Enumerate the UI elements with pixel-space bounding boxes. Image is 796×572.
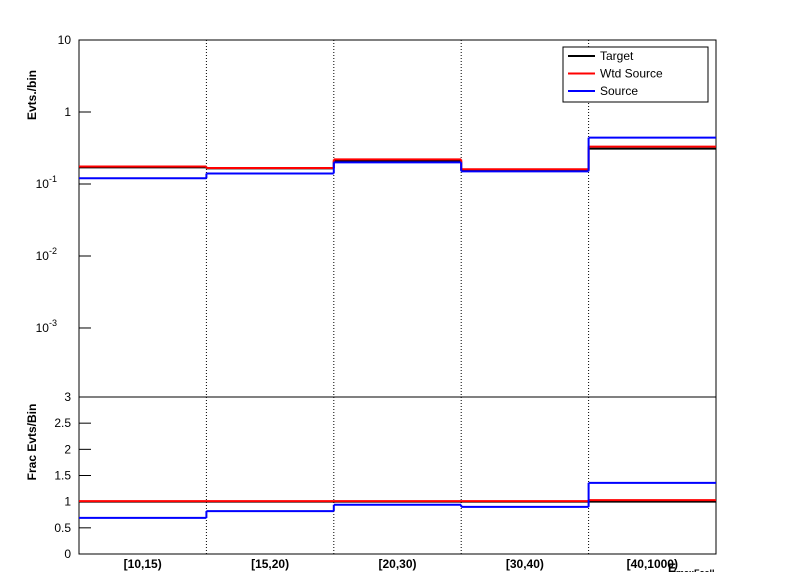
y-tick-label: 3 [64,390,71,404]
y-tick-label: 1 [64,105,71,119]
y-tick-label: 10 [58,33,72,47]
y-tick-label: 2 [64,442,71,456]
y-tick-text: 10 [36,177,50,191]
legend-label: Wtd Source [600,67,663,81]
y-tick-text: 1 [64,105,71,119]
y-tick-label: 10-3 [36,318,57,335]
y-tick-text: 10 [36,321,50,335]
y-tick-text: 3 [64,390,71,404]
y-tick-text: 2.5 [54,416,71,430]
x-tick-label: [40,1000) [627,557,678,571]
y-tick-text: 1 [64,495,71,509]
y-tick-label: 0 [64,547,71,561]
y-tick-text: 1.5 [54,469,71,483]
x-axis-title: EmaxFcell [668,561,715,572]
y-tick-label: 2.5 [54,416,71,430]
y-tick-label: 10-2 [36,246,57,263]
x-tick-label: [30,40) [506,557,544,571]
x-tick-label: [10,15) [124,557,162,571]
x-axis-title-main: E [668,561,676,572]
y-tick-exponent: -3 [49,318,57,328]
legend-label: Source [600,84,638,98]
y-tick-label: 10-1 [36,174,57,191]
y-axis-title: Evts./bin [25,70,39,120]
y-tick-text: 10 [58,33,72,47]
y-axis-title: Frac Evts/Bin [25,404,39,481]
y-tick-text: 0 [64,547,71,561]
x-tick-label: [20,30) [378,557,416,571]
plot-frame [78,396,717,555]
legend-label: Target [600,49,634,63]
y-tick-text: 10 [36,249,50,263]
y-tick-text: 0.5 [54,521,71,535]
y-tick-text: 2 [64,442,71,456]
y-tick-exponent: -1 [49,174,57,184]
y-tick-label: 1.5 [54,469,71,483]
x-tick-label: [15,20) [251,557,289,571]
y-tick-label: 1 [64,495,71,509]
y-tick-label: 0.5 [54,521,71,535]
y-tick-exponent: -2 [49,246,57,256]
x-axis-title-sub: maxFcell [676,568,715,572]
